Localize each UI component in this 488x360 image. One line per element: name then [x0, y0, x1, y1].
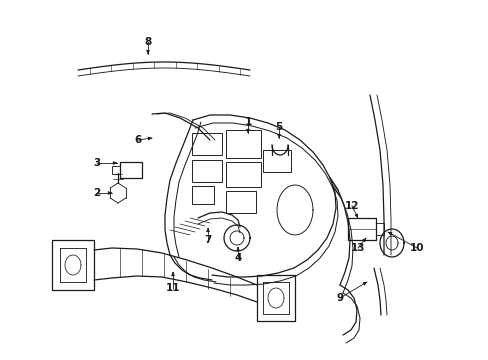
Text: 7: 7	[204, 235, 211, 245]
Text: 10: 10	[409, 243, 424, 253]
Text: 3: 3	[93, 158, 101, 168]
Text: 5: 5	[275, 122, 282, 132]
Text: 12: 12	[344, 201, 359, 211]
Text: 11: 11	[165, 283, 180, 293]
Text: 6: 6	[134, 135, 142, 145]
Text: 4: 4	[234, 253, 241, 263]
Text: 9: 9	[336, 293, 343, 303]
Text: 2: 2	[93, 188, 101, 198]
Text: 1: 1	[244, 117, 251, 127]
Text: 8: 8	[144, 37, 151, 47]
Text: 13: 13	[350, 243, 365, 253]
